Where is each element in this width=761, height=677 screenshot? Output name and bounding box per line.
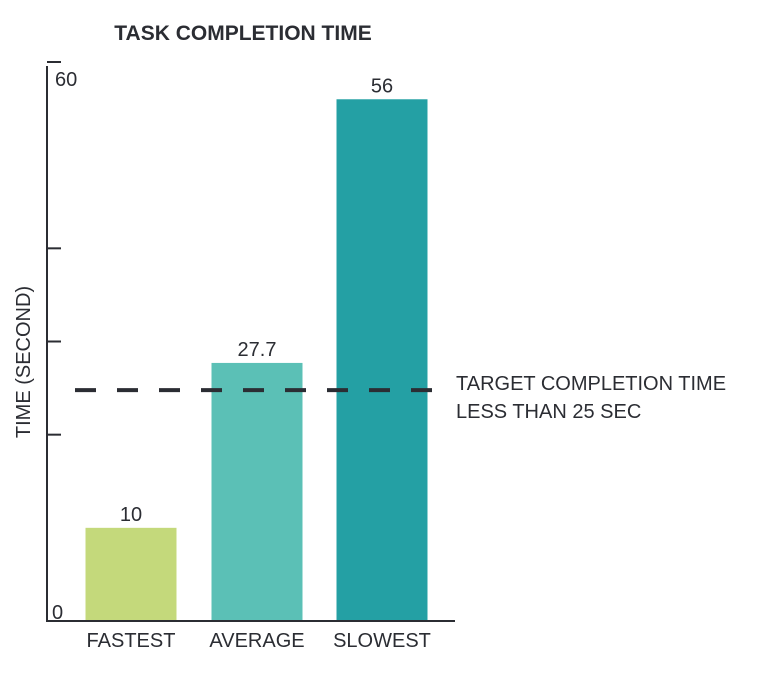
y-axis-label: TIME (SECOND) bbox=[13, 286, 35, 438]
bar-average bbox=[211, 362, 303, 621]
value-label-slowest: 56 bbox=[371, 75, 393, 97]
labels-group: 10 FASTEST 27.7 AVERAGE 56 SLOWEST 60 0 bbox=[52, 69, 431, 652]
category-label-slowest: SLOWEST bbox=[333, 630, 431, 652]
axes-group bbox=[46, 61, 455, 622]
y-tick-label-60: 60 bbox=[55, 69, 77, 91]
target-annotation-line-1: TARGET COMPLETION TIME bbox=[456, 373, 726, 395]
category-label-average: AVERAGE bbox=[209, 630, 304, 652]
category-label-fastest: FASTEST bbox=[87, 630, 176, 652]
bar-slowest bbox=[336, 99, 428, 622]
bars-group bbox=[85, 99, 428, 622]
y-axis-label-group: TIME (SECOND) bbox=[13, 286, 35, 438]
reference-line-group: TARGET COMPLETION TIME LESS THAN 25 SEC bbox=[75, 373, 726, 423]
chart-title: TASK COMPLETION TIME bbox=[114, 22, 371, 45]
y-tick-label-0: 0 bbox=[52, 602, 63, 624]
target-annotation-line-2: LESS THAN 25 SEC bbox=[456, 401, 641, 423]
value-label-average: 27.7 bbox=[238, 339, 277, 361]
value-label-fastest: 10 bbox=[120, 504, 142, 526]
bar-fastest bbox=[85, 527, 177, 621]
